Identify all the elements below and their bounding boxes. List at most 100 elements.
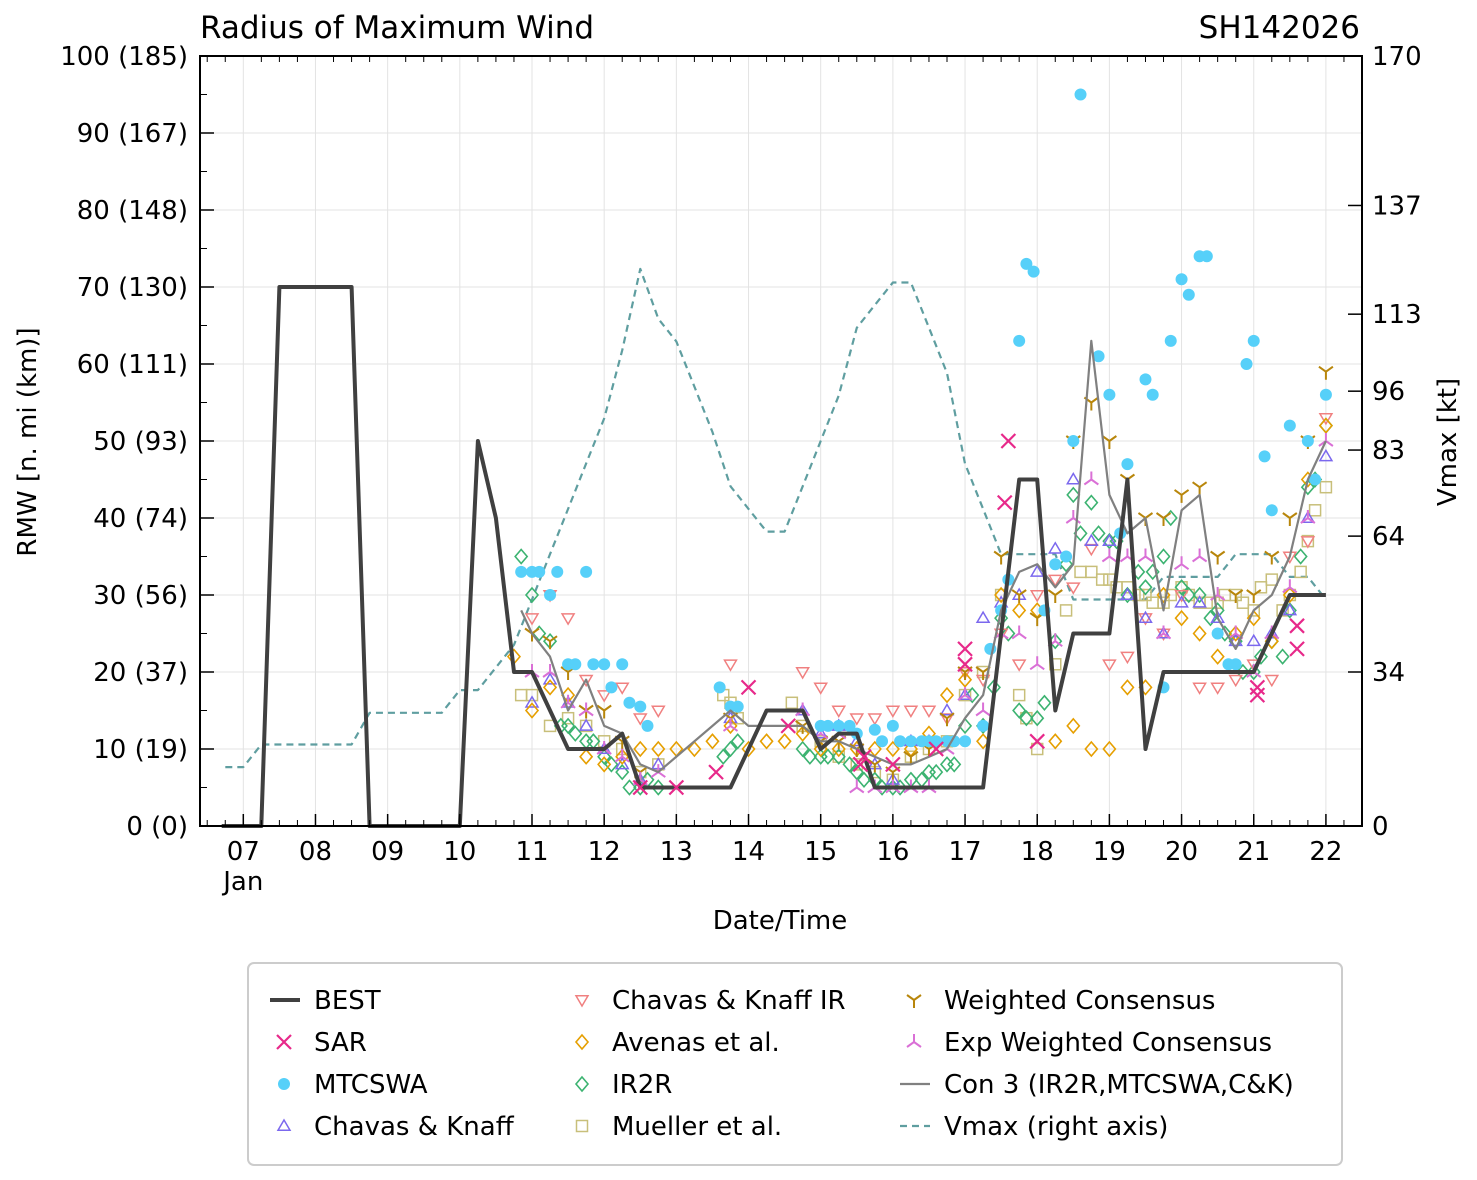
- legend-entry-ir2r: IR2R: [574, 1070, 672, 1100]
- mueller-et-al-point: [1211, 596, 1224, 609]
- storm-id: SH142026: [1199, 10, 1360, 46]
- avenas-et-al-point: [1012, 602, 1027, 619]
- mtcswa-point: [1229, 658, 1242, 671]
- x-tick-label: 12: [588, 837, 621, 867]
- chavas-knaff-ir-point: [1047, 574, 1063, 588]
- legend-entry-best: BEST: [270, 986, 381, 1016]
- chavas-knaff-ir-point: [1300, 536, 1316, 549]
- y2-tick-label: 83: [1372, 436, 1405, 466]
- ir2r-point: [1001, 625, 1016, 642]
- chavas-knaff-point: [614, 756, 630, 770]
- ir2r-point: [1091, 525, 1106, 542]
- mtcswa-point: [959, 735, 972, 748]
- ir2r-point: [1192, 586, 1207, 604]
- ir2r-point: [802, 748, 817, 765]
- mtcswa-point: [1074, 88, 1087, 101]
- chavas-knaff-point: [1102, 533, 1117, 547]
- mtcswa-point: [1247, 334, 1260, 347]
- chavas-knaff-ir-point: [1174, 590, 1189, 603]
- sar-point: [708, 764, 724, 780]
- legend-swatch: [276, 1118, 292, 1131]
- ir2r-point: [893, 779, 908, 796]
- avenas-et-al-point: [524, 702, 540, 719]
- mueller-et-al-point: [514, 688, 528, 702]
- legend-entry-mueller-et-al: Mueller et al.: [575, 1112, 782, 1142]
- chavas-knaff-point: [1246, 633, 1262, 647]
- ir2r-point: [1030, 709, 1045, 727]
- mtcswa-point: [886, 719, 899, 732]
- mueller-et-al-point: [1095, 573, 1109, 586]
- ir2r-point: [1235, 663, 1250, 681]
- sar-point: [1249, 679, 1266, 696]
- mtcswa-point: [1265, 504, 1278, 517]
- mtcswa-point: [1060, 550, 1073, 563]
- ir2r-point: [716, 748, 731, 765]
- ir2r-point: [1059, 555, 1074, 573]
- chavas-knaff-point: [1192, 595, 1207, 608]
- chavas-knaff-ir-point: [1228, 674, 1244, 688]
- ir2r-point: [1181, 586, 1196, 604]
- mtcswa-point: [1319, 388, 1332, 401]
- sar-point: [1249, 687, 1266, 703]
- sar-point: [996, 494, 1013, 511]
- chavas-knaff-point: [1156, 626, 1171, 639]
- weighted-consensus-point: [1246, 589, 1262, 603]
- avenas-et-al-point: [651, 740, 666, 758]
- legend-entry-mtcswa: MTCSWA: [278, 1070, 428, 1100]
- series-sar: [632, 433, 1305, 796]
- avenas-et-al-point: [1246, 609, 1261, 627]
- chavas-knaff-ir-point: [1210, 682, 1225, 695]
- x-tick-label: 14: [732, 837, 765, 867]
- chavas-knaff-ir-point: [921, 705, 937, 718]
- chavas-knaff-ir-point: [560, 613, 576, 626]
- avenas-et-al-point: [633, 740, 648, 758]
- y-tick-label: 30 (56): [93, 581, 188, 611]
- chavas-knaff-ir-point: [650, 705, 666, 718]
- chavas-knaff-point: [524, 695, 540, 708]
- chavas-knaff-ir-point: [1138, 613, 1153, 626]
- mtcswa-point: [544, 589, 557, 601]
- y2-tick-label: 137: [1372, 191, 1422, 221]
- ir2r-point: [1293, 548, 1308, 565]
- mueller-et-al-point: [1319, 480, 1333, 494]
- mtcswa-point: [1240, 358, 1253, 370]
- weighted-consensus-point: [1173, 489, 1190, 503]
- exp-weighted-consensus-point: [1029, 656, 1045, 671]
- legend-entry-sar: SAR: [276, 1028, 367, 1058]
- legend-label: Exp Weighted Consensus: [944, 1028, 1272, 1058]
- legend-entry-vmax-right-axis: Vmax (right axis): [900, 1112, 1168, 1142]
- mtcswa-point: [713, 681, 726, 694]
- avenas-et-al-point: [1282, 586, 1297, 604]
- mtcswa-point: [1258, 450, 1271, 463]
- sar-point: [1289, 618, 1305, 634]
- mtcswa-point: [616, 658, 629, 671]
- ir2r-point: [622, 779, 637, 796]
- mtcswa-point: [580, 565, 593, 578]
- weighted-consensus-point: [596, 704, 612, 719]
- ir2r-point: [1120, 586, 1135, 604]
- mtcswa-point: [634, 700, 647, 713]
- exp-weighted-consensus-point: [849, 779, 865, 794]
- mueller-et-al-point: [1265, 573, 1279, 586]
- mueller-et-al-point: [785, 696, 799, 710]
- ir2r-point: [1203, 609, 1218, 627]
- mtcswa-point: [876, 735, 889, 748]
- chavas-knaff-ir-point: [723, 659, 738, 672]
- exp-weighted-consensus-point: [1083, 471, 1099, 486]
- avenas-et-al-point: [1102, 740, 1117, 758]
- exp-weighted-consensus-point: [614, 748, 630, 763]
- legend-swatch: [276, 1034, 292, 1050]
- mtcswa-point: [868, 723, 881, 736]
- avenas-et-al-point: [579, 748, 594, 765]
- mtcswa-point: [1103, 388, 1116, 401]
- chavas-knaff-ir-point: [1084, 543, 1099, 557]
- mtcswa-point: [1211, 627, 1224, 640]
- mtcswa-point: [1139, 373, 1152, 386]
- ir2r-point: [820, 748, 835, 765]
- mueller-et-al-point: [850, 758, 864, 771]
- avenas-et-al-point: [957, 671, 973, 688]
- x-tick-label: 08: [299, 837, 332, 867]
- x-axis-label: Date/Time: [713, 906, 848, 936]
- mtcswa-point: [1049, 558, 1062, 571]
- avenas-et-al-point: [597, 756, 612, 773]
